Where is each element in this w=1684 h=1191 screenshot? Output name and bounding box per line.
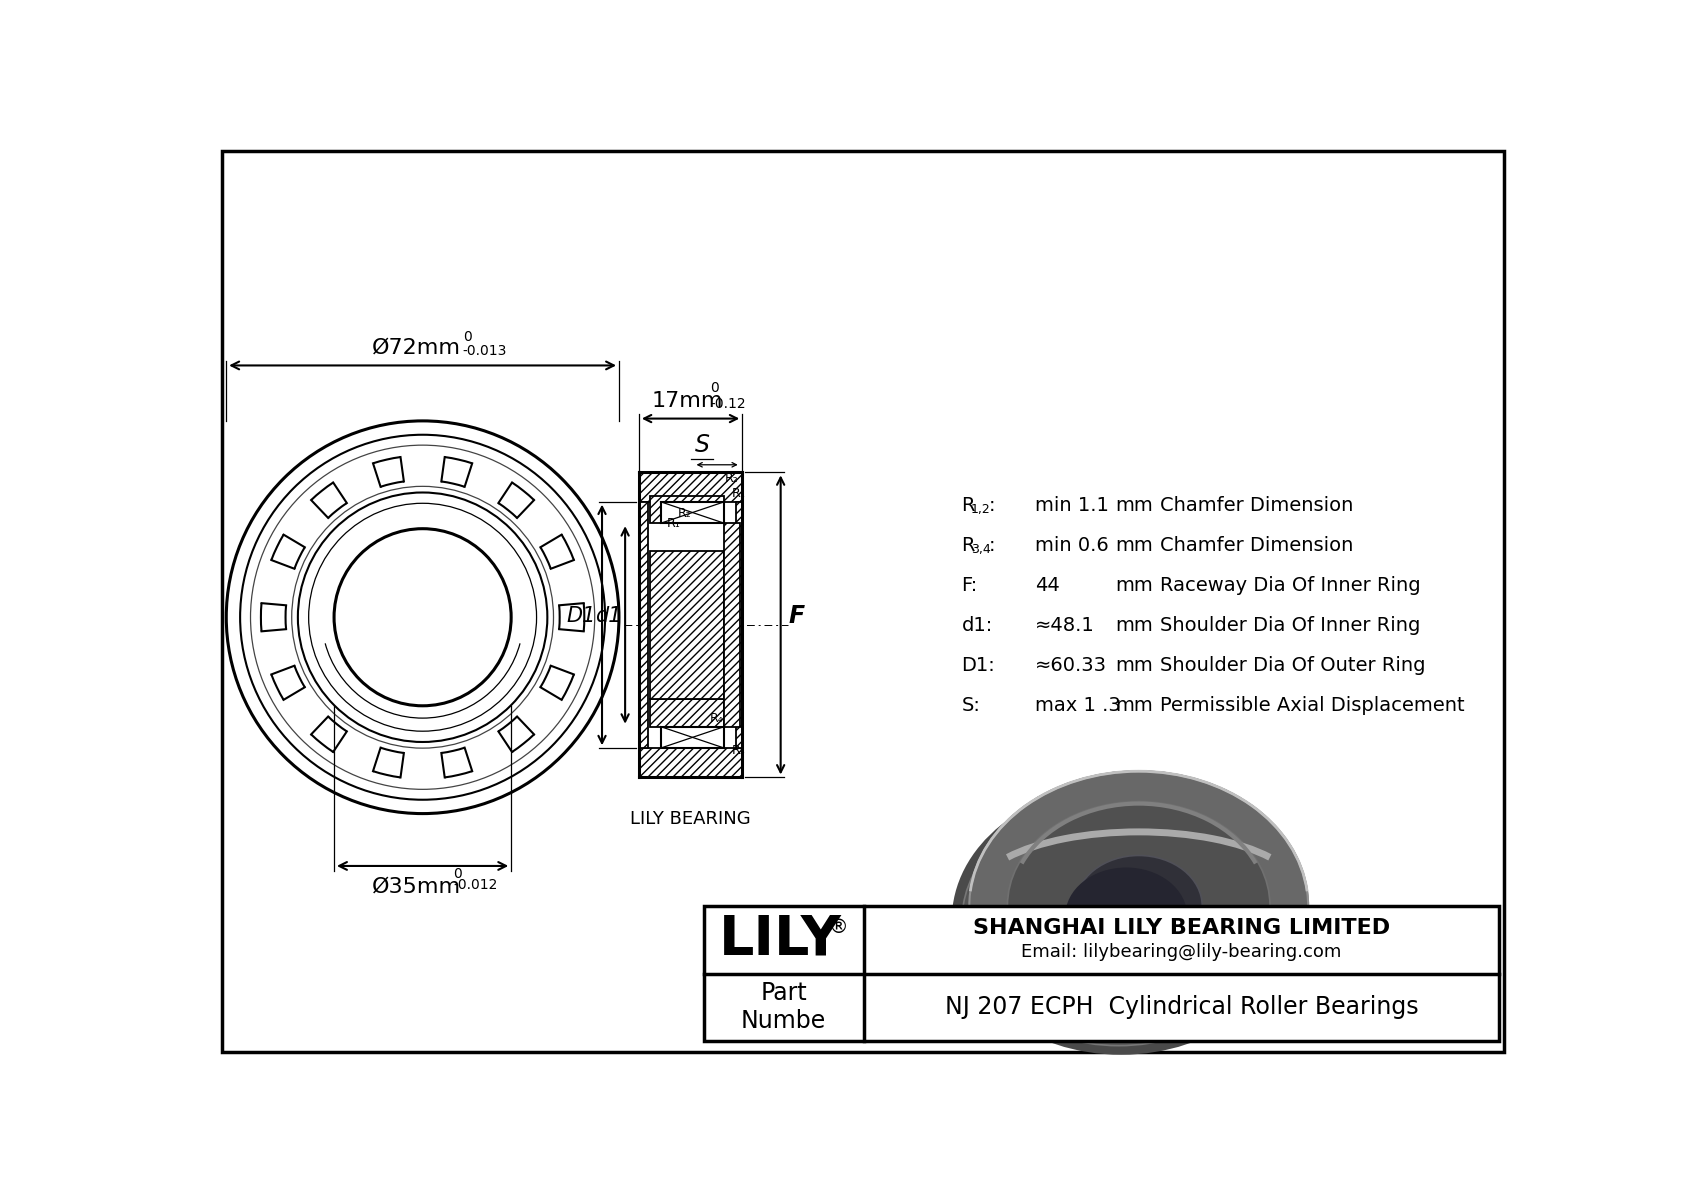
Text: -0.012: -0.012 <box>453 878 498 892</box>
Text: ≈48.1: ≈48.1 <box>1034 616 1095 635</box>
Text: F:: F: <box>962 576 978 596</box>
Text: Ø35mm: Ø35mm <box>372 877 461 897</box>
Text: -0.12: -0.12 <box>711 397 746 411</box>
Text: ≈60.33: ≈60.33 <box>1034 656 1106 675</box>
Bar <box>638 748 743 778</box>
Text: R₁: R₁ <box>733 487 746 500</box>
Ellipse shape <box>1007 802 1270 1010</box>
Text: Raceway Dia Of Inner Ring: Raceway Dia Of Inner Ring <box>1160 576 1421 596</box>
Bar <box>724 523 739 727</box>
Text: R₄: R₄ <box>711 712 724 725</box>
Text: mm: mm <box>1115 536 1154 555</box>
Text: -0.013: -0.013 <box>463 344 507 357</box>
Bar <box>736 501 743 748</box>
Text: Shoulder Dia Of Outer Ring: Shoulder Dia Of Outer Ring <box>1160 656 1426 675</box>
Text: D1:: D1: <box>962 656 995 675</box>
Text: R₂: R₂ <box>724 473 738 486</box>
Text: min 0.6: min 0.6 <box>1034 536 1108 555</box>
Text: ®: ® <box>829 918 849 937</box>
Text: D1: D1 <box>566 606 596 625</box>
Bar <box>638 473 743 501</box>
Bar <box>650 495 724 523</box>
Text: max 1 .3: max 1 .3 <box>1034 697 1120 716</box>
Bar <box>660 501 724 523</box>
Text: :: : <box>989 497 995 515</box>
Text: Part
Numbe: Part Numbe <box>741 981 827 1033</box>
Bar <box>704 906 1499 1041</box>
Text: SHANGHAI LILY BEARING LIMITED: SHANGHAI LILY BEARING LIMITED <box>973 917 1389 937</box>
Text: Permissible Axial Displacement: Permissible Axial Displacement <box>1160 697 1465 716</box>
Text: mm: mm <box>1115 697 1154 716</box>
Text: R₁: R₁ <box>667 517 680 530</box>
Text: mm: mm <box>1115 497 1154 515</box>
Text: mm: mm <box>1115 656 1154 675</box>
Text: S: S <box>694 434 709 457</box>
Text: Email: lilybearing@lily-bearing.com: Email: lilybearing@lily-bearing.com <box>1021 943 1342 961</box>
Text: LILY: LILY <box>719 912 842 967</box>
Text: S:: S: <box>962 697 980 716</box>
Text: Chamfer Dimension: Chamfer Dimension <box>1160 536 1354 555</box>
Text: min 1.1: min 1.1 <box>1034 497 1108 515</box>
Text: F: F <box>788 604 805 628</box>
Text: R: R <box>962 497 975 515</box>
Text: R: R <box>962 536 975 555</box>
Bar <box>660 727 724 748</box>
Text: 17mm: 17mm <box>652 391 722 411</box>
Ellipse shape <box>970 772 1308 1041</box>
Bar <box>650 551 724 699</box>
Text: 0: 0 <box>463 330 472 344</box>
Text: 0: 0 <box>711 381 719 395</box>
Bar <box>650 699 724 727</box>
Text: 3,4: 3,4 <box>972 543 990 556</box>
Text: Ø72mm: Ø72mm <box>372 338 461 357</box>
Text: d1:: d1: <box>962 616 994 635</box>
Text: Chamfer Dimension: Chamfer Dimension <box>1160 497 1354 515</box>
Bar <box>638 501 648 748</box>
Text: mm: mm <box>1115 576 1154 596</box>
Text: R₃: R₃ <box>733 744 746 757</box>
Text: mm: mm <box>1115 616 1154 635</box>
Text: LILY BEARING: LILY BEARING <box>630 810 751 828</box>
Ellipse shape <box>1066 867 1187 965</box>
Ellipse shape <box>951 785 1290 1055</box>
Text: R₂: R₂ <box>677 507 690 520</box>
Ellipse shape <box>1074 855 1202 956</box>
Text: Shoulder Dia Of Inner Ring: Shoulder Dia Of Inner Ring <box>1160 616 1421 635</box>
Ellipse shape <box>962 797 1275 1046</box>
Text: 1,2: 1,2 <box>972 503 990 516</box>
Text: 44: 44 <box>1034 576 1059 596</box>
Ellipse shape <box>970 772 1308 1041</box>
Text: 0: 0 <box>453 867 461 881</box>
Text: NJ 207 ECPH  Cylindrical Roller Bearings: NJ 207 ECPH Cylindrical Roller Bearings <box>945 996 1418 1019</box>
Text: d1: d1 <box>596 606 621 625</box>
Text: :: : <box>989 536 995 555</box>
